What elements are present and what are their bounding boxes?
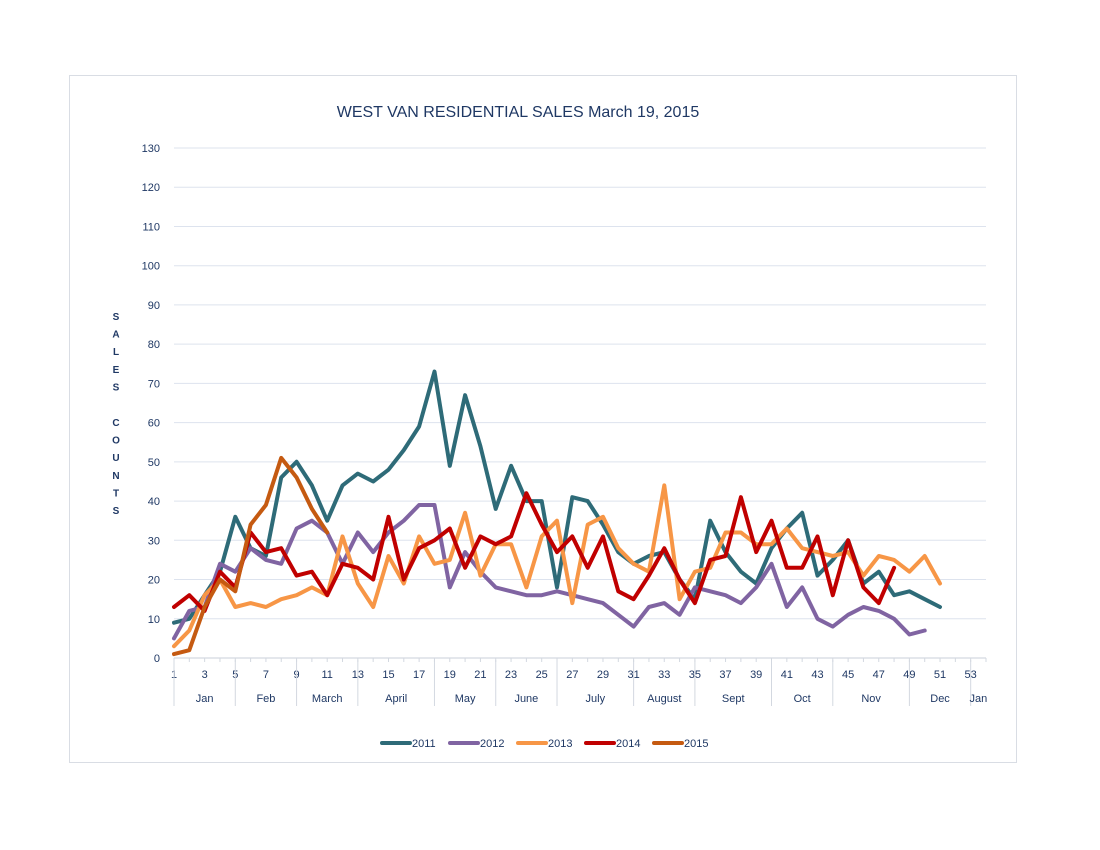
x-tick-label: 27 [566, 669, 578, 681]
x-tick-label: 23 [505, 669, 517, 681]
month-label: Jan [196, 693, 214, 705]
x-tick-label: 21 [474, 669, 486, 681]
month-label: June [514, 693, 538, 705]
y-axis-ticks: 0 10 20 30 40 50 60 70 80 90 100 110 120 130 [142, 143, 160, 665]
y-tick-label: 0 [154, 653, 160, 665]
legend-label: 2011 [412, 738, 436, 750]
y-tick-label: 100 [142, 261, 160, 273]
month-label: May [455, 693, 476, 705]
y-axis-label: S A L E S C O U N T S [112, 312, 120, 517]
series-line-2012 [172, 503, 927, 641]
y-tick-label: 120 [142, 182, 160, 194]
legend: 2011 2012 2013 2014 2015 [380, 738, 708, 750]
y-tick-label: 60 [148, 418, 160, 430]
x-tick-label: 41 [781, 669, 793, 681]
x-tick-label: 19 [444, 669, 456, 681]
line-chart: WEST VAN RESIDENTIAL SALES March 19, 201… [112, 104, 987, 750]
y-tick-label: 80 [148, 339, 160, 351]
x-tick-label: 17 [413, 669, 425, 681]
series-line-2015 [172, 455, 330, 657]
y-tick-label: 40 [148, 496, 160, 508]
series-lines [172, 369, 942, 657]
x-tick-label: 15 [382, 669, 394, 681]
x-tick-label: 11 [321, 669, 332, 681]
y-tick-label: 50 [148, 457, 160, 469]
x-tick-label: 29 [597, 669, 609, 681]
y-tick-label: 70 [148, 378, 160, 390]
y-tick-label: 130 [142, 143, 160, 155]
x-tick-label: 43 [811, 669, 823, 681]
month-label: March [312, 693, 343, 705]
x-tick-label: 7 [263, 669, 269, 681]
legend-label: 2014 [616, 738, 640, 750]
x-tick-label: 45 [842, 669, 854, 681]
x-tick-label: 47 [873, 669, 885, 681]
x-tick-label: 51 [934, 669, 946, 681]
y-tick-label: 90 [148, 300, 160, 312]
series-line-2011 [172, 369, 942, 625]
month-label: Sept [722, 693, 745, 705]
legend-label: 2013 [548, 738, 572, 750]
x-axis: 1357911131517192123252729313335373941434… [171, 657, 987, 706]
legend-label: 2015 [684, 738, 708, 750]
x-tick-label: 39 [750, 669, 762, 681]
series-line-2014 [172, 491, 897, 613]
month-label: Jan [969, 693, 987, 705]
month-label: Oct [794, 693, 811, 705]
y-tick-label: 110 [142, 221, 160, 233]
month-label: Nov [861, 693, 881, 705]
month-label: Feb [256, 693, 275, 705]
month-label: July [586, 693, 606, 705]
chart-frame: WEST VAN RESIDENTIAL SALES March 19, 201… [69, 75, 1017, 763]
y-tick-label: 20 [148, 575, 160, 587]
month-label: August [647, 693, 681, 705]
x-tick-label: 3 [202, 669, 208, 681]
x-tick-label: 33 [658, 669, 670, 681]
legend-label: 2012 [480, 738, 504, 750]
y-tick-label: 10 [148, 614, 160, 626]
month-label: April [385, 693, 407, 705]
y-tick-label: 30 [148, 535, 160, 547]
x-tick-label: 37 [719, 669, 731, 681]
x-tick-label: 25 [536, 669, 548, 681]
month-label: Dec [930, 693, 950, 705]
chart-title: WEST VAN RESIDENTIAL SALES March 19, 201… [337, 104, 700, 121]
